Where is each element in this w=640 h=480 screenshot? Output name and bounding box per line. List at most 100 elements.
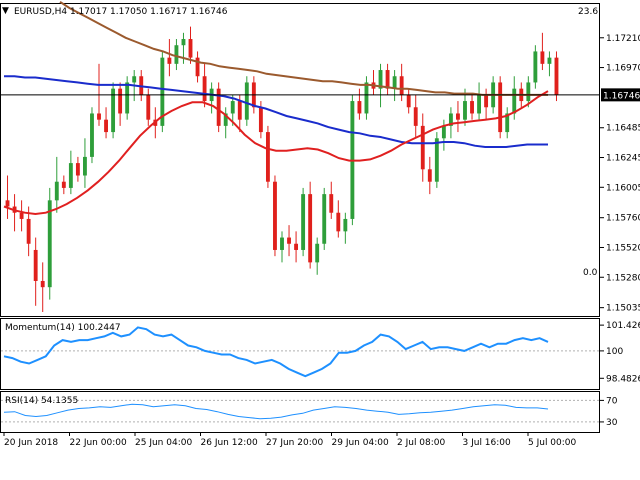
candle-body	[385, 70, 390, 89]
time-tick-label: 29 Jun 04:00	[332, 438, 389, 448]
candle-body	[540, 51, 545, 64]
candle-body	[322, 194, 327, 244]
current-price-label-box	[601, 88, 640, 102]
price-axis: 1.17210 1.16970 1.16485 1.16245 1.16005 1.157…	[600, 34, 640, 314]
time-tick-label: 27 Jun 20:00	[266, 438, 323, 448]
momentum-tick-label: 98.4826	[606, 374, 640, 384]
candle-body	[308, 194, 313, 263]
candle-body	[533, 51, 538, 83]
momentum-tick-label: 100	[606, 347, 623, 357]
candle-body	[160, 57, 165, 126]
candle-body	[336, 212, 341, 232]
candle-body	[181, 39, 186, 46]
candle-body	[265, 132, 270, 182]
candle-body	[505, 113, 510, 133]
rsi-axis: 70 30	[600, 396, 618, 428]
candle-body	[378, 70, 383, 89]
candle-body	[448, 113, 453, 126]
candle-body	[470, 101, 474, 114]
price-tick-label: 1.15760	[606, 214, 640, 224]
candle-body	[364, 82, 369, 114]
time-axis: 20 Jun 2018 22 Jun 00:00 25 Jun 04:00 26 Ju…	[3, 432, 577, 448]
candle-body	[315, 243, 320, 263]
candle-body	[406, 94, 411, 108]
candle-body	[526, 82, 531, 102]
candle-body	[188, 39, 193, 58]
candle-body	[512, 88, 517, 114]
price-tick-label: 1.15520	[606, 243, 640, 253]
rsi-tick-label: 70	[606, 396, 618, 406]
price-tick-label: 1.15035	[606, 304, 640, 314]
candle-body	[554, 57, 559, 95]
candle-body	[399, 76, 404, 95]
candle-body	[202, 76, 207, 102]
momentum-tick-label: 101.4269	[606, 321, 640, 331]
candle-body	[357, 101, 362, 114]
candle-body	[427, 169, 432, 182]
moving-average-red-line	[3, 90, 549, 216]
candle-body	[230, 101, 235, 114]
momentum-title: Momentum(14) 100.2447	[5, 323, 121, 333]
candle-body	[54, 181, 59, 201]
candle-body	[477, 94, 481, 114]
rsi-tick-label: 30	[606, 418, 618, 428]
candle-body	[125, 82, 130, 114]
time-tick-label: 3 Jul 16:00	[463, 438, 512, 448]
rsi-line	[3, 403, 549, 420]
candlestick-series	[5, 26, 559, 312]
chart-corner-value: 23.6	[578, 7, 598, 17]
candle-body	[19, 212, 24, 219]
candle-body	[146, 94, 151, 120]
candle-body	[258, 107, 263, 133]
chart-zero-label: 0.0	[583, 268, 598, 278]
chart-symbol-line: EURUSD,H4 1.17017 1.17050 1.16717 1.1674…	[14, 7, 228, 17]
price-tick-label: 1.17210	[606, 34, 640, 44]
candle-body	[329, 194, 334, 213]
candle-body	[498, 82, 503, 133]
price-tick-label: 1.16970	[606, 64, 640, 74]
candle-body	[456, 113, 460, 120]
price-tick-label: 1.16485	[606, 124, 640, 134]
main-price-panel[interactable]	[0, 3, 600, 317]
candle-body	[273, 181, 277, 250]
candle-body	[547, 57, 552, 64]
moving-average-brown-line	[59, 0, 548, 96]
time-tick-label: 22 Jun 00:00	[70, 438, 127, 448]
chart-header-triangle: ▼	[2, 6, 9, 16]
candle-body	[174, 45, 179, 64]
time-tick-label: 5 Jul 00:00	[528, 438, 577, 448]
price-tick-label: 1.15280	[606, 273, 640, 283]
momentum-panel[interactable]	[0, 318, 600, 390]
time-tick-label: 26 Jun 12:00	[201, 438, 258, 448]
candle-body	[280, 237, 284, 250]
candle-body	[61, 181, 66, 188]
candle-body	[420, 125, 425, 170]
candle-body	[40, 280, 45, 288]
candle-body	[90, 113, 94, 157]
candle-body	[104, 119, 108, 133]
candle-body	[441, 125, 446, 139]
candle-body	[195, 57, 200, 77]
candle-body	[216, 88, 221, 126]
candle-body	[33, 249, 38, 281]
candle-body	[167, 57, 172, 64]
candle-body	[97, 113, 101, 120]
candle-body	[237, 101, 242, 120]
candle-body	[484, 94, 489, 108]
candle-body	[47, 200, 52, 288]
candle-body	[392, 76, 397, 89]
candle-body	[413, 107, 418, 126]
candle-body	[294, 243, 299, 250]
rsi-panel[interactable]	[0, 391, 600, 433]
time-tick-label: 20 Jun 2018	[4, 438, 58, 448]
candle-body	[434, 138, 439, 182]
candle-body	[68, 163, 73, 188]
candle-body	[343, 218, 348, 232]
rsi-title: RSI(14) 54.1355	[5, 396, 78, 406]
candle-body	[301, 194, 306, 250]
candle-body	[463, 101, 467, 120]
price-tick-label: 1.16005	[606, 183, 640, 193]
candle-body	[26, 218, 31, 244]
candle-body	[111, 88, 116, 133]
